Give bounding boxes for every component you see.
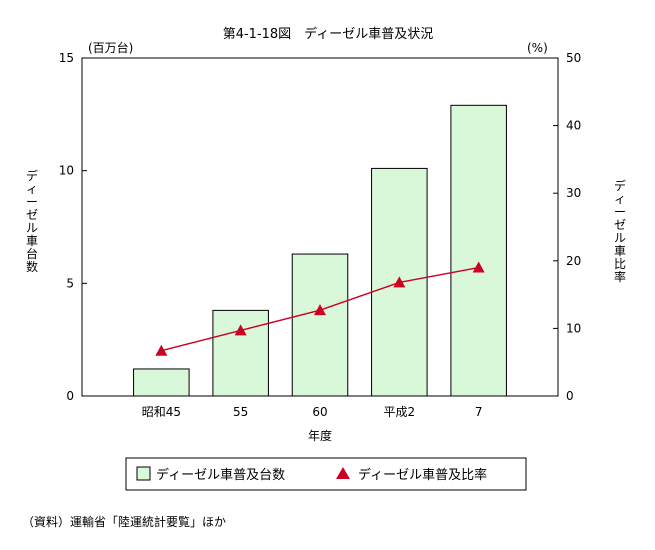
- source-note: （資料）運輸省「陸運統計要覧」ほか: [22, 515, 227, 529]
- right-axis-label: ディーゼル車比率: [613, 179, 626, 284]
- left-axis-label: ディーゼル車台数: [25, 169, 38, 274]
- x-tick-label: 平成2: [384, 405, 416, 419]
- bar: [291, 253, 349, 397]
- bar: [133, 368, 190, 397]
- right-tick-label: 30: [566, 186, 581, 200]
- left-tick-label: 0: [66, 389, 74, 403]
- legend-bar-label: ディーゼル車普及台数: [156, 467, 285, 483]
- bar: [212, 309, 269, 397]
- bar: [450, 104, 507, 397]
- line-series: [155, 261, 485, 356]
- right-tick-label: 40: [566, 119, 581, 133]
- x-tick-label: 60: [312, 405, 327, 419]
- legend-line-marker: [336, 467, 350, 479]
- left-tick-label: 15: [59, 51, 74, 65]
- bar-series: [133, 104, 507, 397]
- right-tick-label: 20: [566, 254, 581, 268]
- x-axis: 昭和45 55 60 平成2 7: [142, 405, 483, 419]
- left-tick-label: 5: [66, 276, 74, 290]
- legend-bar-swatch: [136, 466, 151, 481]
- right-axis: 0 10 20 30 40 50: [553, 51, 581, 403]
- legend-line-label: ディーゼル車普及比率: [358, 467, 487, 483]
- x-tick-label: 昭和45: [142, 405, 181, 419]
- legend-box: [125, 457, 527, 491]
- left-tick-label: 10: [59, 164, 74, 178]
- x-tick-label: 7: [475, 405, 483, 419]
- left-axis: 0 5 10 15: [59, 51, 87, 403]
- ratio-marker: [234, 324, 247, 336]
- plot-frame: [81, 57, 559, 397]
- x-tick-label: 55: [233, 405, 248, 419]
- right-tick-label: 10: [566, 321, 581, 335]
- ratio-marker: [314, 304, 326, 316]
- ratio-marker: [393, 276, 406, 288]
- left-axis-unit: (百万台): [88, 40, 133, 55]
- x-axis-label: 年度: [308, 428, 332, 443]
- right-tick-label: 0: [566, 389, 574, 403]
- chart-title: 第4-1-18図 ディーゼル車普及状況: [223, 26, 434, 42]
- ratio-marker: [472, 261, 485, 273]
- right-tick-label: 50: [566, 51, 581, 65]
- ratio-marker: [155, 344, 168, 356]
- right-axis-unit: (%): [527, 41, 548, 55]
